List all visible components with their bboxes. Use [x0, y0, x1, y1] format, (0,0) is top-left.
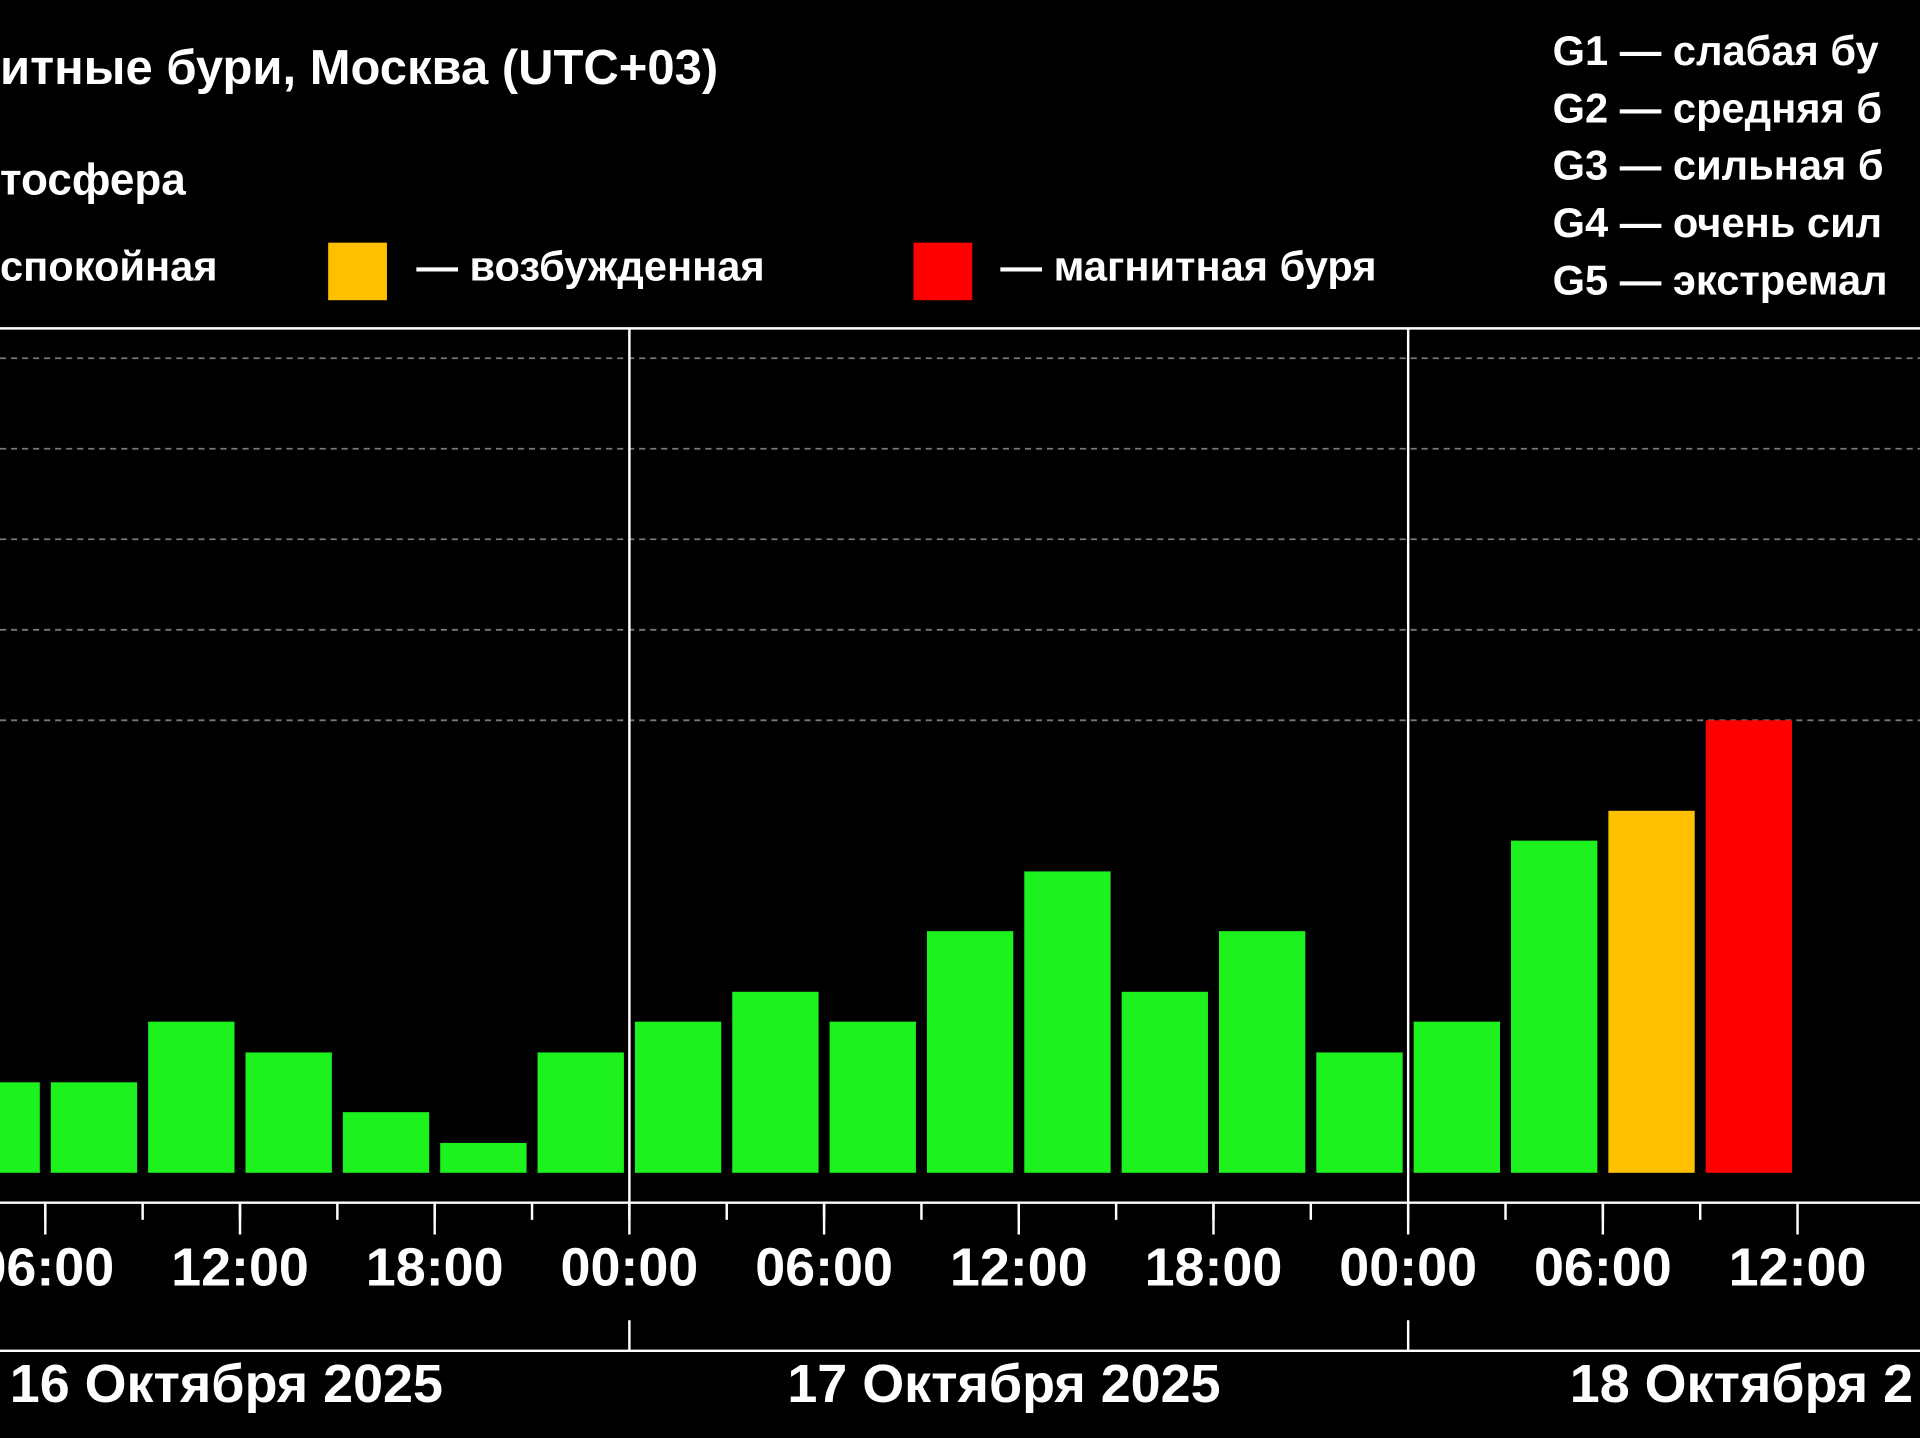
- bar: [1511, 840, 1598, 1173]
- bar: [1121, 991, 1208, 1173]
- x-tick-label: 18:00: [366, 1237, 504, 1297]
- bar: [342, 1112, 430, 1173]
- date-label: 16 Октября 2025: [10, 1354, 443, 1414]
- bar: [440, 1142, 527, 1173]
- x-tick-label: 00:00: [561, 1237, 699, 1297]
- legend-label: — магнитная буря: [1000, 243, 1376, 290]
- x-tick-label: 00:00: [1339, 1237, 1477, 1297]
- bar: [1218, 931, 1306, 1173]
- legend-label: — возбужденная: [416, 243, 764, 290]
- bar: [1705, 720, 1793, 1173]
- x-tick-label: 06:00: [755, 1237, 893, 1297]
- bar: [634, 1021, 722, 1173]
- x-tick-label: 12:00: [950, 1237, 1088, 1297]
- bar: [926, 931, 1014, 1173]
- legend-label: спокойная: [0, 243, 218, 290]
- scale-note: G5 — экстремал: [1553, 256, 1888, 303]
- chart-title: итные бури, Москва (UTC+03): [0, 41, 718, 95]
- bar: [1024, 871, 1111, 1173]
- legend-swatch: [328, 242, 387, 301]
- bar: [245, 1052, 332, 1173]
- bar: [1608, 810, 1695, 1173]
- scale-note: G3 — сильная б: [1553, 142, 1884, 189]
- scale-note: G4 — очень сил: [1553, 199, 1882, 246]
- x-tick-label: 18:00: [1145, 1237, 1283, 1297]
- date-label: 18 Октября 2: [1570, 1354, 1913, 1414]
- chart-subtitle: тосфера: [0, 155, 186, 204]
- bar: [1316, 1052, 1403, 1173]
- date-label: 17 Октября 2025: [787, 1354, 1220, 1414]
- bar: [829, 1021, 916, 1173]
- scale-note: G1 — слабая бу: [1553, 27, 1879, 74]
- x-tick-label: 06:00: [0, 1237, 114, 1297]
- bar: [1413, 1021, 1500, 1173]
- x-tick-label: 12:00: [1729, 1237, 1867, 1297]
- bar: [0, 1082, 40, 1173]
- x-tick-label: 12:00: [171, 1237, 309, 1297]
- bar: [537, 1052, 624, 1173]
- bar: [50, 1082, 138, 1173]
- bar: [148, 1021, 235, 1173]
- legend-swatch: [913, 242, 973, 301]
- x-tick-label: 06:00: [1534, 1237, 1672, 1297]
- scale-note: G2 — средняя б: [1553, 84, 1882, 131]
- bar: [732, 991, 819, 1173]
